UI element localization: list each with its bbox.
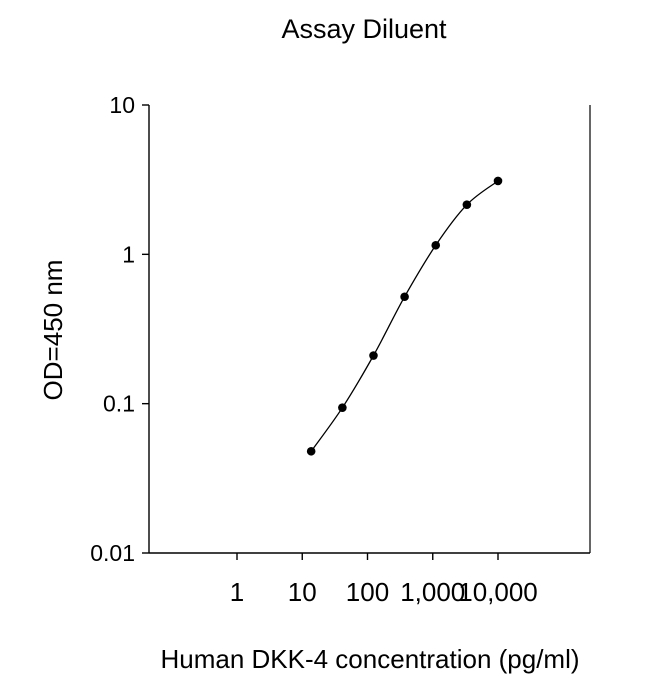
data-point (431, 240, 441, 250)
y-tick-label: 0.1 (103, 391, 135, 417)
x-tick-label: 10 (288, 577, 317, 607)
data-point (369, 351, 378, 360)
axes (148, 105, 591, 554)
data-point (493, 176, 503, 186)
x-tick-label: 1 (230, 577, 244, 607)
y-axis-label: OD=450 nm (38, 260, 68, 401)
y-axis-ticks: 10 1 0.1 0.01 (90, 92, 149, 566)
y-tick-label: 10 (109, 92, 135, 118)
y-tick-label: 1 (122, 241, 135, 267)
chart-title: Assay Diluent (281, 14, 447, 44)
x-tick-label: 1,000 (400, 577, 465, 607)
y-tick-label: 0.01 (90, 540, 135, 566)
data-series (306, 176, 503, 456)
data-point (338, 403, 347, 412)
x-tick-label: 10,000 (458, 577, 538, 607)
x-tick-label: 100 (346, 577, 389, 607)
series-line (310, 180, 499, 452)
x-axis-label: Human DKK-4 concentration (pg/ml) (160, 644, 579, 674)
data-point (462, 200, 472, 209)
data-point (400, 292, 409, 302)
data-point (306, 446, 316, 456)
